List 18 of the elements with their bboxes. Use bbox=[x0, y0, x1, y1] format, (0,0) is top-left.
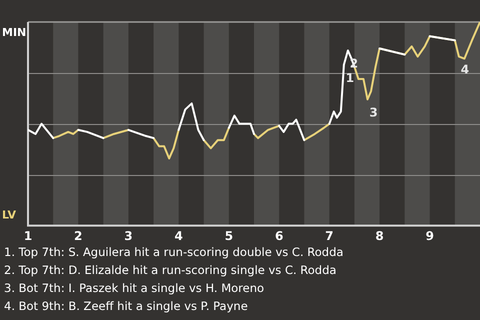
x-tick-label: 5 bbox=[224, 228, 234, 243]
x-tick-label: 4 bbox=[174, 228, 183, 243]
x-tick-label: 2 bbox=[74, 228, 82, 243]
text: 3. Bot 7th: I. Paszek hit a single vs H. Moreno bbox=[4, 280, 266, 297]
text: 4. Bot 9th: B. Zeeff hit a single vs P. Payne bbox=[4, 298, 249, 315]
annotation: 4 bbox=[460, 62, 470, 77]
text: 1. Top 7th: S. Aguilera hit a run-scoring double vs C. Rodda bbox=[4, 244, 344, 261]
x-tick-label: 6 bbox=[274, 228, 284, 243]
x-tick-label: 3 bbox=[124, 228, 133, 243]
x-tick-label: 1 bbox=[24, 228, 32, 243]
x-tick-label: 9 bbox=[426, 228, 434, 243]
text: MIN bbox=[2, 26, 26, 39]
x-tick-label: 8 bbox=[375, 228, 384, 243]
annotation: 1 bbox=[346, 70, 354, 85]
x-tick-label: 7 bbox=[325, 228, 334, 243]
text: LV bbox=[2, 208, 16, 222]
annotation: 3 bbox=[369, 105, 378, 120]
text: 2. Top 7th: D. Elizalde hit a run-scoring single vs C. Rodda bbox=[4, 262, 338, 279]
